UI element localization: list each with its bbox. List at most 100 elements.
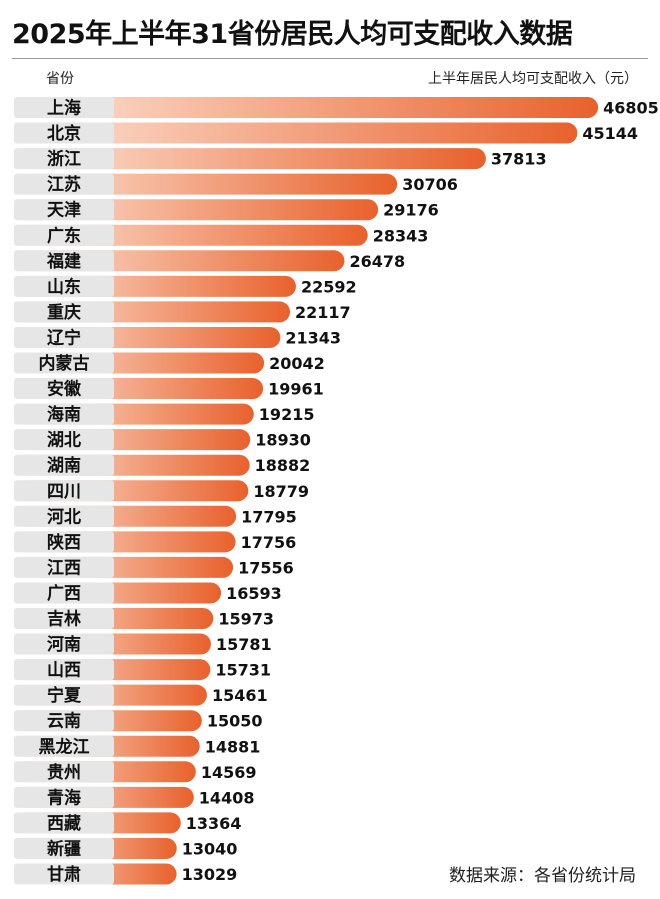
category-label: 福建	[46, 251, 81, 272]
category-label-bg	[14, 148, 114, 170]
value-axis-header: 上半年居民人均可支配收入（元）	[428, 71, 638, 87]
category-label: 上海	[47, 98, 81, 119]
category-label: 湖南	[47, 455, 81, 476]
category-label-bg	[14, 454, 114, 476]
category-label: 江西	[47, 558, 81, 578]
category-label-bg	[14, 735, 114, 757]
category-label: 辽宁	[47, 327, 81, 348]
value-label: 20042	[269, 354, 325, 373]
category-label: 内蒙古	[39, 353, 90, 374]
category-label-bg	[14, 761, 114, 783]
value-label: 13029	[182, 865, 238, 884]
category-label-bg	[14, 429, 114, 451]
value-label: 13040	[182, 839, 238, 858]
category-label-bg	[14, 250, 114, 272]
value-label: 15461	[212, 686, 268, 705]
category-label-bg	[14, 710, 114, 732]
value-label: 17795	[241, 507, 297, 526]
category-label-bg	[14, 812, 114, 834]
value-label: 13364	[186, 814, 242, 833]
category-label-bg	[14, 97, 114, 118]
category-label: 山西	[47, 661, 81, 681]
category-label-bg	[14, 173, 114, 195]
bar-1	[14, 122, 578, 144]
category-label: 黑龙江	[39, 736, 90, 757]
category-label: 新疆	[47, 838, 81, 859]
category-label: 江苏	[47, 174, 81, 195]
category-label: 河南	[47, 634, 81, 655]
category-label: 西藏	[47, 814, 81, 834]
category-label-bg	[14, 352, 114, 374]
category-label-bg	[14, 633, 114, 655]
category-label: 海南	[47, 404, 81, 425]
category-label-bg	[14, 684, 114, 706]
category-label-bg	[14, 403, 114, 425]
category-label: 甘肃	[47, 864, 81, 885]
category-label: 贵州	[47, 762, 81, 783]
value-label: 15781	[216, 635, 272, 654]
category-label-bg	[14, 531, 114, 553]
bar-2	[14, 148, 486, 170]
value-label: 18882	[255, 456, 311, 475]
category-label: 天津	[47, 200, 81, 221]
category-label: 广西	[47, 583, 81, 604]
value-label: 45144	[582, 124, 638, 143]
category-label-bg	[14, 837, 114, 859]
value-label: 28343	[373, 226, 429, 245]
category-label: 湖北	[47, 431, 81, 451]
category-label-bg	[14, 582, 114, 604]
category-label-bg	[14, 301, 114, 323]
category-label: 北京	[47, 123, 81, 144]
category-label: 云南	[47, 711, 81, 732]
value-label: 17756	[241, 533, 297, 552]
value-label: 14881	[205, 737, 261, 756]
category-label: 重庆	[47, 302, 81, 323]
category-axis-header: 省份	[46, 71, 74, 87]
value-label: 26478	[349, 252, 405, 271]
value-label: 15973	[218, 610, 274, 629]
category-label: 四川	[47, 482, 81, 502]
chart-title: 2025年上半年31省份居民人均可支配收入数据	[12, 19, 573, 50]
category-label-bg	[14, 326, 114, 348]
category-label-bg	[14, 863, 114, 885]
value-label: 22592	[301, 277, 357, 296]
category-label: 宁夏	[47, 685, 82, 706]
category-label-bg	[14, 786, 114, 808]
bar-0	[14, 97, 599, 118]
data-source-note: 数据来源：各省份统计局	[449, 866, 636, 886]
value-label: 18930	[255, 431, 311, 450]
value-label: 30706	[402, 175, 458, 194]
category-label: 浙江	[47, 149, 81, 170]
category-label: 青海	[47, 787, 81, 808]
value-label: 14408	[199, 788, 255, 807]
value-label: 22117	[295, 303, 351, 322]
category-label-bg	[14, 224, 114, 246]
value-label: 17556	[238, 558, 294, 577]
value-label: 15050	[207, 712, 263, 731]
category-label: 广东	[47, 225, 81, 246]
value-label: 19215	[259, 405, 315, 424]
value-label: 29176	[383, 201, 439, 220]
category-label-bg	[14, 505, 114, 527]
category-label-bg	[14, 199, 114, 221]
bars-group: 上海 46805 北京 45144 浙江 37813 江苏 30706 天津 29176 广东 283…	[14, 97, 659, 885]
category-label-bg	[14, 122, 114, 144]
category-label-bg	[14, 659, 114, 681]
value-label: 21343	[285, 328, 341, 347]
value-label: 37813	[491, 150, 547, 169]
category-label-bg	[14, 378, 114, 400]
value-label: 14569	[201, 763, 257, 782]
category-label-bg	[14, 608, 114, 629]
category-label: 吉林	[47, 609, 81, 630]
category-label-bg	[14, 480, 114, 502]
value-label: 18779	[253, 482, 309, 501]
title-divider	[12, 58, 648, 59]
value-label: 46805	[603, 99, 659, 118]
value-label: 16593	[226, 584, 282, 603]
category-label-bg	[14, 556, 114, 578]
category-label-bg	[14, 275, 114, 297]
category-label: 河北	[47, 507, 81, 527]
category-label: 陕西	[47, 532, 81, 553]
category-label: 安徽	[47, 379, 82, 400]
